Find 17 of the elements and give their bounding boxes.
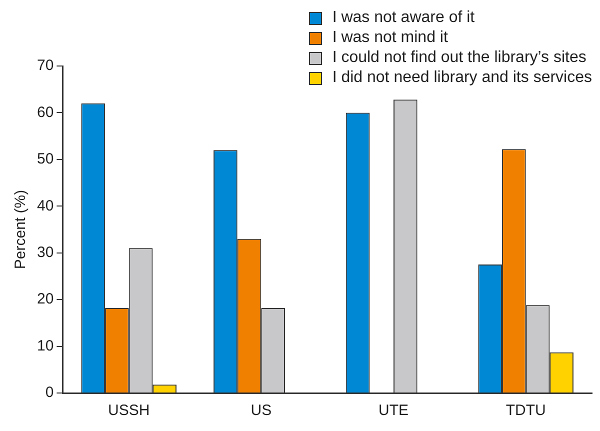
legend-label: I was not mind it — [332, 29, 448, 47]
y-tick-label: 50 — [36, 150, 54, 168]
x-tick-label: UTE — [378, 402, 409, 420]
y-axis-title: Percent (%) — [12, 190, 30, 270]
legend-label: I was not aware of it — [332, 9, 475, 27]
y-tick-label: 40 — [36, 197, 54, 214]
legend-label: I did not need library and its services — [332, 69, 592, 87]
y-tick-label: 20 — [36, 290, 54, 308]
x-tick-label: US — [250, 402, 272, 420]
y-tick-label: 70 — [36, 57, 54, 74]
x-tick-label: TDTU — [506, 402, 546, 420]
y-tick-label: 0 — [45, 384, 54, 402]
y-tick-label: 60 — [36, 104, 54, 121]
y-tick-label: 10 — [36, 337, 54, 354]
legend-label: I could not find out the library’s sites — [332, 49, 586, 67]
x-tick-label: USSH — [108, 402, 150, 420]
y-tick-label: 30 — [36, 244, 54, 261]
